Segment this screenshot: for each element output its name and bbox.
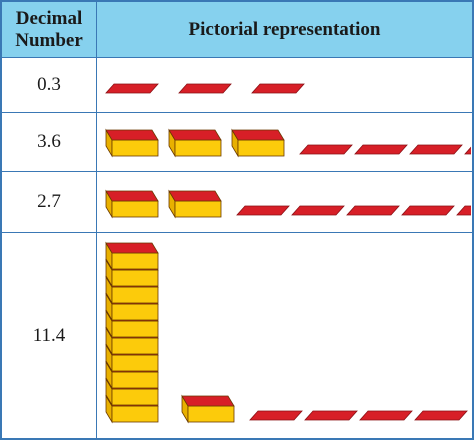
block-top (181, 395, 235, 407)
tenth-flat (105, 83, 159, 94)
tenth-flat (251, 83, 305, 94)
pictorial (105, 241, 468, 424)
tenth-flat (236, 205, 290, 216)
block-front (111, 269, 159, 287)
unit-block (105, 241, 159, 271)
decimal-number: 0.3 (37, 74, 61, 95)
tenth-flat (178, 83, 232, 94)
unit-block (105, 128, 159, 158)
block-front (111, 405, 159, 423)
block-top (105, 190, 159, 202)
block-front (111, 371, 159, 389)
pictorial (105, 83, 305, 94)
header-number: Decimal Number (15, 7, 83, 51)
decimal-number: 11.4 (32, 324, 66, 346)
tenth-flat (299, 144, 353, 155)
block-top (168, 190, 222, 202)
block-front (111, 388, 159, 406)
tenth-flat (291, 205, 345, 216)
picture-cell (97, 113, 472, 172)
decimal-number: 3.6 (37, 131, 61, 152)
unit-block (181, 394, 235, 424)
pictorial (105, 128, 471, 158)
block-front (111, 303, 159, 321)
block-front (111, 337, 159, 355)
tenth-flat (401, 205, 455, 216)
decimal-cell: 3.6 (2, 113, 97, 172)
header-cell: Decimal Number (2, 2, 97, 58)
decimal-cell: 0.3 (2, 58, 97, 113)
decimal-cell: 11.4 (2, 233, 97, 438)
picture-cell (97, 233, 472, 438)
unit-block (168, 128, 222, 158)
block-front (111, 252, 159, 270)
block-front (237, 139, 285, 157)
header-picture: Pictorial representation (188, 18, 381, 40)
block-top (168, 129, 222, 141)
tenth-flat (304, 410, 358, 421)
block-top (105, 242, 159, 254)
block-top (231, 129, 285, 141)
tenth-flat (414, 410, 468, 421)
tenth-flat (354, 144, 408, 155)
tenth-flat (464, 146, 471, 155)
unit-block (168, 189, 222, 219)
block-front (111, 200, 159, 218)
block-front (111, 286, 159, 304)
tenth-flat (346, 205, 400, 216)
block-top (105, 129, 159, 141)
block-front (111, 320, 159, 338)
header-cell: Pictorial representation (97, 2, 472, 58)
decimal-number: 2.7 (37, 191, 61, 212)
tenth-flat (456, 205, 471, 216)
pictorial (105, 189, 471, 219)
picture-cell (97, 58, 472, 113)
block-front (174, 139, 222, 157)
picture-cell (97, 172, 472, 233)
tenth-flat (249, 410, 303, 421)
tenth-flat (359, 410, 413, 421)
block-front (187, 405, 235, 423)
block-front (111, 139, 159, 157)
decimal-cell: 2.7 (2, 172, 97, 233)
block-front (111, 354, 159, 372)
tenth-flat (409, 144, 463, 155)
unit-block (105, 189, 159, 219)
unit-block (231, 128, 285, 158)
block-front (174, 200, 222, 218)
